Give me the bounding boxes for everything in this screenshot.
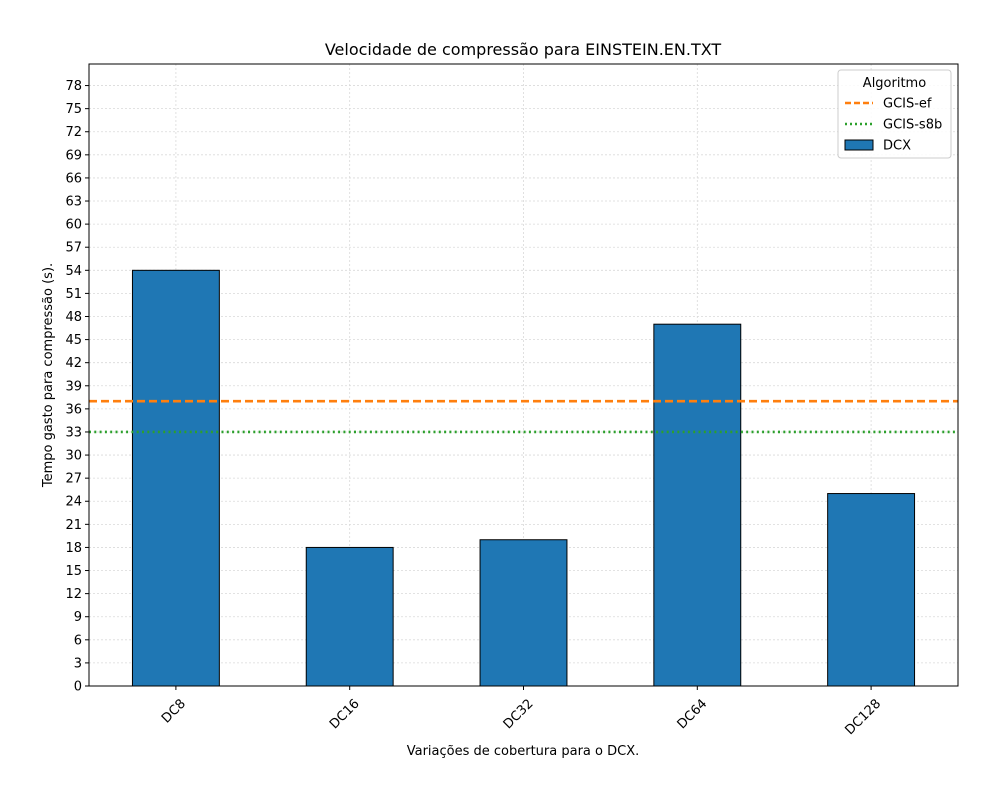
legend-label: GCIS-ef <box>883 97 932 112</box>
reference-lines <box>89 399 958 434</box>
y-tick-label: 27 <box>65 472 82 487</box>
y-tick-label: 12 <box>65 587 82 602</box>
y-tick-label: 6 <box>74 633 82 648</box>
y-tick-label: 21 <box>65 518 82 533</box>
y-tick-label: 33 <box>65 425 82 440</box>
bar <box>827 493 916 687</box>
bar <box>479 539 568 687</box>
y-tick-label: 57 <box>65 241 82 256</box>
y-axis-label: Tempo gasto para compressão (s). <box>41 263 56 488</box>
y-tick-label: 45 <box>65 333 82 348</box>
bars <box>131 269 916 687</box>
y-tick-label: 24 <box>65 495 82 510</box>
bar <box>131 269 220 687</box>
legend-box <box>837 69 952 159</box>
y-tick-label: 42 <box>65 356 82 371</box>
legend-label: GCIS-s8b <box>883 118 942 133</box>
y-tick-label: 3 <box>74 656 82 671</box>
grid <box>89 64 958 687</box>
legend-swatch <box>844 139 874 151</box>
y-tick-label: 18 <box>65 541 82 556</box>
legend: Algoritmo GCIS-ef GCIS-s8b DCX <box>837 69 952 159</box>
y-tick-label: 36 <box>65 402 82 417</box>
y-tick-label: 9 <box>74 610 82 625</box>
legend-title: Algoritmo <box>863 76 926 91</box>
y-tick-label: 78 <box>65 79 82 94</box>
y-tick-label: 15 <box>65 564 82 579</box>
y-axis: 0369121518212427303336394245485154576063… <box>65 79 89 695</box>
bar <box>653 323 742 687</box>
y-tick-label: 54 <box>65 264 82 279</box>
chart-title: Velocidade de compressão para EINSTEIN.E… <box>325 40 722 59</box>
y-tick-label: 63 <box>65 195 82 210</box>
y-tick-label: 69 <box>65 148 82 163</box>
y-tick-label: 30 <box>65 449 82 464</box>
y-tick-label: 48 <box>65 310 82 325</box>
x-axis-label: Variações de cobertura para o DCX. <box>407 744 640 759</box>
y-tick-label: 72 <box>65 125 82 140</box>
bar <box>305 546 394 687</box>
y-tick-label: 51 <box>65 287 82 302</box>
y-tick-label: 75 <box>65 102 82 117</box>
y-tick-label: 39 <box>65 379 82 394</box>
y-tick-label: 66 <box>65 171 82 186</box>
legend-label: DCX <box>883 139 911 154</box>
y-tick-label: 60 <box>65 218 82 233</box>
y-tick-label: 0 <box>74 680 82 695</box>
